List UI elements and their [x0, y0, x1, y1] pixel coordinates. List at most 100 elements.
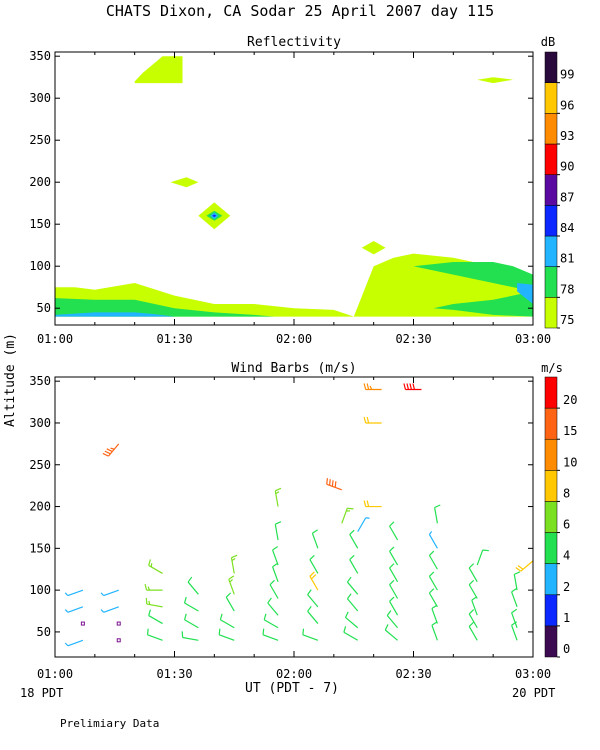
wind-barb	[468, 563, 478, 583]
wind-barb	[307, 589, 319, 608]
colorbar-label: 78	[560, 282, 574, 296]
colorbar-swatch	[544, 143, 558, 175]
wind-barb	[511, 621, 518, 641]
wind-barb	[471, 596, 478, 616]
contour-region	[477, 77, 514, 84]
wind-barb	[228, 575, 235, 595]
colorbar-label: 6	[563, 518, 570, 532]
colorbar-label: 75	[560, 313, 574, 327]
colorbar-swatch	[544, 51, 558, 83]
wind-x-ticks	[54, 377, 534, 657]
colorbar-swatch	[544, 594, 558, 627]
calm-marker	[116, 638, 121, 643]
y-tick-label: 350	[29, 374, 51, 388]
wind-barb	[384, 624, 398, 641]
colorbar-label: 2	[563, 580, 570, 594]
colorbar-swatch	[544, 501, 558, 533]
colorbar-label: 15	[563, 424, 577, 438]
y-axis-label: Altitude (m)	[3, 333, 18, 427]
wind-barb	[148, 609, 163, 625]
contour-region	[212, 214, 217, 218]
wind-colorbar: 0 1 2 4 6 8 10 15 20	[544, 376, 577, 658]
reflectivity-title: Reflectivity	[247, 35, 341, 50]
colorbar-swatch	[544, 625, 558, 658]
contour-region	[55, 253, 533, 317]
x-tick-label-top: 01:30	[156, 332, 192, 346]
colorbar-swatch	[544, 113, 558, 145]
colorbar-label: 20	[563, 393, 577, 407]
colorbar-swatch	[544, 532, 558, 564]
wind-barb	[431, 621, 438, 641]
y-tick-label: 50	[37, 625, 51, 639]
colorbar-swatch	[544, 82, 558, 114]
wind-barb	[64, 589, 84, 597]
wind-barb	[262, 628, 279, 641]
left-date-label: 18 PDT	[20, 686, 63, 700]
wind-barb	[357, 517, 370, 532]
wind-barb	[428, 550, 438, 570]
wind-barb	[302, 628, 319, 641]
x-tick-label-bottom: 03:00	[515, 667, 551, 681]
wind-barb	[274, 521, 282, 541]
y-tick-label: 100	[29, 583, 51, 597]
figure-title: CHATS Dixon, CA Sodar 25 April 2007 day …	[106, 2, 494, 20]
colorbar-label: 10	[563, 455, 577, 469]
wind-barb	[225, 592, 235, 612]
right-date-label: 20 PDT	[512, 686, 555, 700]
wind-barb	[100, 606, 119, 613]
colorbar-label: 1	[563, 611, 570, 625]
wind-barb	[363, 416, 382, 424]
x-tick-label-bottom: 02:30	[395, 667, 431, 681]
colorbar-label: 0	[563, 642, 570, 656]
wind-barb	[431, 604, 438, 624]
wind-barb	[187, 576, 199, 595]
wind-barb	[146, 628, 163, 641]
wind-barb	[148, 559, 163, 574]
wind-barb	[428, 588, 438, 608]
wind-barb	[389, 596, 399, 616]
wind-barb	[64, 639, 84, 647]
x-tick-label-top: 02:30	[395, 332, 431, 346]
wind-barb	[145, 597, 163, 608]
wind-barb	[263, 613, 279, 629]
colorbar-label: 8	[563, 486, 570, 500]
y-tick-label: 250	[29, 458, 51, 472]
wind-barb	[269, 579, 279, 599]
wind-barb	[272, 546, 279, 566]
wind-barb	[389, 579, 399, 599]
reflectivity-x-ticks	[54, 52, 534, 325]
wind-barb	[468, 579, 478, 599]
wind-barb	[386, 610, 399, 629]
x-tick-labels: 01:00 01:00 01:30 01:30 02:00 02:00 02:30 02:30…	[37, 332, 551, 681]
colorbar-label: 81	[560, 252, 574, 266]
wind-barb	[511, 608, 518, 628]
wind-y-ticks: 50 100 150 200 250 300 350	[29, 374, 533, 639]
wind-barb	[476, 549, 489, 566]
y-tick-label: 350	[29, 49, 51, 63]
reflectivity-colorbar-unit: dB	[541, 35, 555, 49]
wind-barb	[183, 596, 199, 612]
contour-region	[55, 312, 175, 317]
y-tick-label: 300	[29, 416, 51, 430]
wind-barb	[468, 609, 478, 629]
wind-barb	[267, 597, 279, 616]
wind-barb	[428, 571, 438, 591]
wind-barb	[230, 554, 238, 574]
wind-barb	[346, 593, 359, 612]
wind-barb	[343, 626, 359, 641]
reflectivity-colorbar: 75 78 81 84 87 90 93 96 99	[544, 51, 574, 329]
wind-barb	[513, 571, 521, 591]
y-tick-label: 100	[29, 259, 51, 273]
y-tick-label: 300	[29, 91, 51, 105]
colorbar-swatch	[544, 563, 558, 596]
colorbar-label: 96	[560, 98, 574, 112]
wind-barb	[363, 500, 382, 508]
wind-barb	[389, 521, 399, 541]
x-tick-label-top: 01:00	[37, 332, 73, 346]
wind-barb	[218, 628, 235, 641]
colorbar-label: 99	[560, 68, 574, 82]
wind-barb	[309, 554, 319, 574]
wind-frame	[54, 376, 534, 658]
